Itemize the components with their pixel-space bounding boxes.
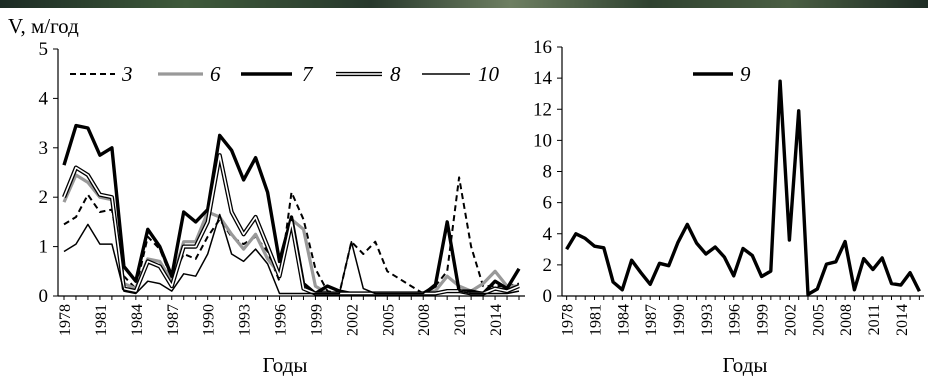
right-x-tick-label: 1993 <box>699 304 716 336</box>
left-x-tick-label: 1987 <box>165 304 182 336</box>
right-y-tick-label: 6 <box>543 193 553 214</box>
left-x-tick-label: 1996 <box>273 304 290 336</box>
right-x-tick-label: 1990 <box>671 304 688 336</box>
right-x-tick-label: 1987 <box>643 304 660 336</box>
right-x-tick-label: 2002 <box>782 304 799 336</box>
left-x-tick-label: 1981 <box>93 304 110 336</box>
right-x-tick-label: 2005 <box>810 304 827 336</box>
left-y-tick-label: 4 <box>39 88 49 109</box>
left-y-tick-label: 2 <box>39 187 49 208</box>
right-y-tick-label: 0 <box>543 286 553 307</box>
left-y-tick-label: 3 <box>39 138 49 159</box>
left-x-tick-label: 1990 <box>201 304 218 336</box>
photo-strip <box>0 0 928 8</box>
right-x-tick-label: 1999 <box>755 304 772 336</box>
right-x-tick-label: 1984 <box>615 304 632 336</box>
right-y-tick-label: 12 <box>533 99 552 120</box>
left-legend-label-3: 3 <box>121 62 133 86</box>
left-y-tick-label: 5 <box>39 39 49 60</box>
left-legend-label-8: 8 <box>390 62 401 86</box>
left-legend-label-7: 7 <box>302 62 314 86</box>
right-x-tick-label: 1978 <box>560 304 577 336</box>
left-x-tick-label: 2005 <box>380 304 397 336</box>
left-x-tick-label: 2002 <box>344 304 361 336</box>
left-series-line-8 <box>63 154 520 295</box>
right-y-tick-label: 2 <box>543 255 553 276</box>
left-series-line-10 <box>63 213 520 295</box>
left-x-axis-label: Годы <box>263 353 308 376</box>
left-x-tick-label: 1978 <box>57 304 74 336</box>
right-y-tick-label: 14 <box>533 68 553 89</box>
right-legend-label-9: 9 <box>740 62 751 86</box>
right-x-tick-label: 2008 <box>838 304 855 336</box>
right-y-tick-label: 4 <box>543 224 553 245</box>
left-x-tick-label: 1993 <box>237 304 254 336</box>
left-legend-label-6: 6 <box>210 62 221 86</box>
right-y-tick-label: 16 <box>533 37 552 58</box>
left-series-line-7 <box>62 123 521 296</box>
left-x-tick-label: 2014 <box>488 304 505 336</box>
left-legend-label-10: 10 <box>478 62 500 86</box>
left-y-tick-label: 1 <box>39 237 49 258</box>
left-y-tick-label: 0 <box>39 286 49 307</box>
right-y-tick-label: 10 <box>533 130 552 151</box>
left-y-axis-label: V, м/год <box>8 14 79 38</box>
left-x-tick-label: 2011 <box>452 304 469 335</box>
left-x-tick-label: 1999 <box>308 304 325 336</box>
right-x-tick-label: 2011 <box>866 304 883 335</box>
right-x-axis-label: Годы <box>723 353 768 376</box>
left-x-tick-label: 1984 <box>129 304 146 336</box>
left-x-tick-label: 2008 <box>416 304 433 336</box>
right-series-line-9 <box>565 79 921 297</box>
right-x-tick-label: 1996 <box>727 304 744 336</box>
right-x-tick-label: 2014 <box>894 304 911 336</box>
right-x-tick-label: 1981 <box>587 304 604 336</box>
right-y-tick-label: 8 <box>543 162 553 183</box>
